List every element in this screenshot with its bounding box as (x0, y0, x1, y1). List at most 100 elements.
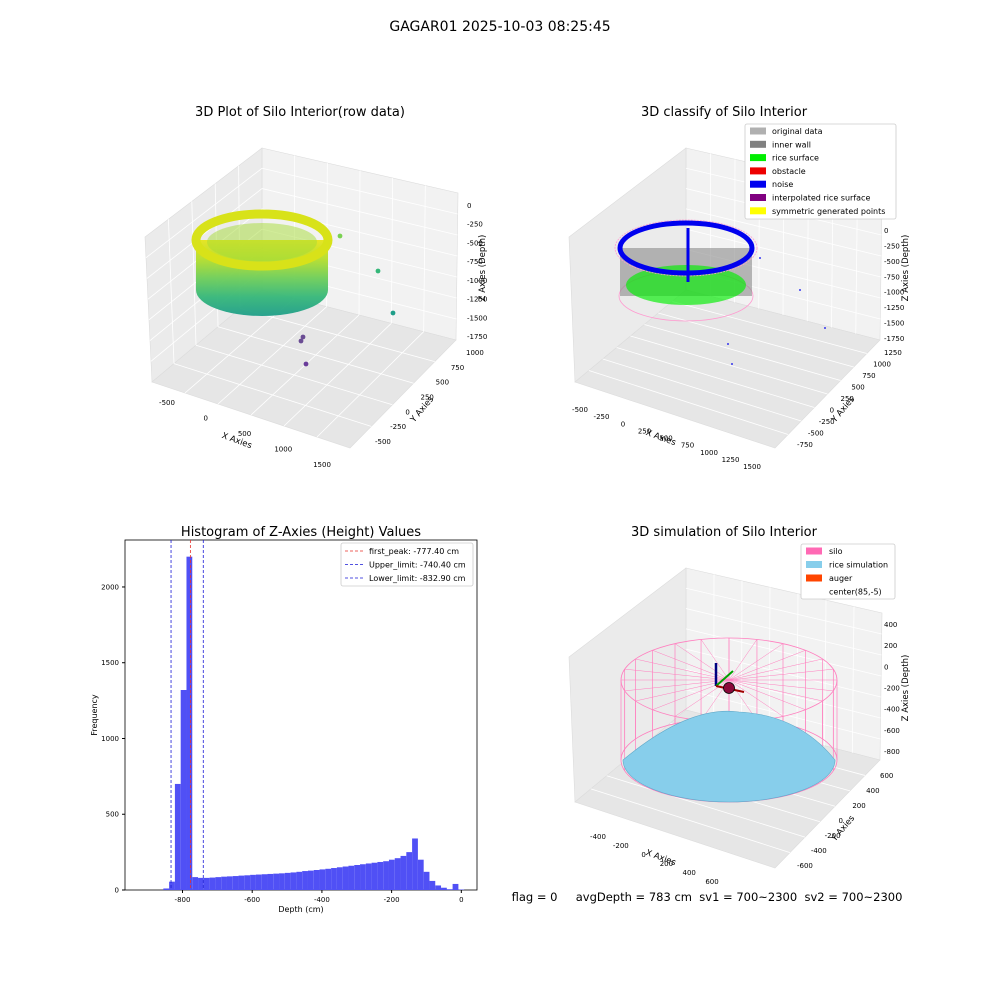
z-tick-label: -1250 (467, 296, 487, 304)
grid-line (644, 324, 841, 381)
legend-label: rice simulation (829, 561, 888, 570)
z-tick-label: -500 (884, 258, 900, 266)
grid-line (685, 587, 882, 635)
grid-line (824, 600, 827, 746)
histogram-bar (221, 876, 227, 890)
y-tick-label: 200 (852, 802, 865, 810)
histogram-bar (215, 877, 222, 890)
grid-line (146, 188, 263, 279)
silo-roof-spoke (728, 679, 834, 692)
y-tick-label: 0 (115, 887, 119, 895)
grid-line (602, 358, 802, 422)
histogram-bar (435, 885, 442, 890)
silo-roof-spoke (674, 643, 730, 681)
y-tick-label: 0 (405, 408, 409, 416)
panel-classify-3d: 3D classify of Silo Interior -500 -250 0 250… (568, 105, 911, 471)
rice-simulation-surface (622, 710, 836, 803)
z-tick-label: -250 (467, 221, 483, 229)
y-tick-label: 600 (880, 772, 893, 780)
y-tick-label: -500 (375, 438, 391, 446)
histogram-bar (186, 556, 193, 890)
y-tick-label: 0 (830, 407, 834, 415)
silo-roof-spoke (635, 658, 730, 681)
legend-label: auger (829, 574, 853, 583)
grid-line (588, 370, 789, 435)
z-tick-label: -500 (467, 239, 483, 247)
histogram-bar (417, 859, 424, 890)
x-tick-label: -800 (175, 896, 191, 904)
z-tick-label: 200 (884, 642, 897, 650)
x-tick-label: 0 (459, 896, 463, 904)
histogram-bar (250, 874, 256, 890)
histogram-bar (452, 883, 459, 890)
legend-swatch (750, 180, 766, 188)
z-tick-label: -250 (884, 242, 900, 250)
histogram-bar (423, 871, 430, 890)
histogram-bar (388, 859, 395, 890)
y-tick-label: 750 (451, 364, 464, 372)
axis-glyph-y (715, 670, 734, 687)
z-tick-label: -1500 (467, 314, 487, 322)
grid-line (168, 219, 175, 364)
y-tick-label: 250 (841, 395, 854, 403)
histogram-bar (441, 887, 447, 890)
grid-line (685, 628, 882, 677)
histogram-bar (169, 881, 175, 890)
z-tick-label: -1750 (467, 333, 487, 341)
y-tick-label: -500 (808, 430, 824, 438)
y-tick-label: 500 (106, 811, 119, 819)
x-tick-label: -600 (244, 896, 260, 904)
grid-line (741, 580, 743, 725)
histogram-bar (284, 872, 291, 890)
histogram-bar (348, 865, 355, 890)
panel-histogram: Histogram of Z-Axies (Height) Values -800… (90, 525, 478, 914)
z-tick-label: -1250 (884, 304, 904, 312)
histogram-bar (412, 838, 418, 890)
legend-label: noise (772, 180, 793, 189)
histogram-bar (261, 874, 268, 890)
z-tick-label: -750 (884, 273, 900, 281)
x-tick-label: 0 (204, 415, 208, 423)
legend: first_peak: -777.40 cm Upper_limit: -740.… (340, 542, 474, 587)
legend-swatch (806, 588, 822, 595)
legend-label: rice surface (772, 154, 819, 163)
histogram-bar (400, 855, 407, 890)
legend-label: center(85,-5) (829, 588, 882, 597)
histogram-bar (342, 866, 349, 890)
histogram-bar (232, 876, 239, 890)
x-axis-label: X Axies (644, 428, 677, 448)
noise-point (824, 327, 826, 329)
histogram-bar (255, 874, 262, 890)
y-tick-label: 500 (436, 379, 449, 387)
x-tick-label: 1500 (313, 461, 331, 469)
histogram-bar (383, 861, 389, 890)
grid-line (390, 177, 394, 324)
legend-label: inner wall (772, 140, 811, 149)
histogram-bar (371, 862, 378, 890)
legend-swatch (750, 154, 766, 162)
grid-line (685, 608, 882, 656)
x-tick-label: -400 (314, 896, 330, 904)
silo-roof-spoke (635, 679, 730, 702)
z-axis-label: Z Axies (Depth) (901, 655, 911, 722)
histogram-bar (238, 875, 245, 890)
histogram-bar (279, 873, 285, 890)
legend-label: interpolated rice surface (772, 194, 870, 203)
histogram-bar (192, 877, 199, 890)
grid-line (616, 347, 815, 408)
grid-line (796, 593, 799, 739)
legend-label: original data (772, 127, 823, 136)
z-tick-label: 0 (467, 202, 471, 210)
y-tick-label: 1000 (873, 361, 891, 369)
grid-line (851, 606, 855, 753)
x-tick-label: 1000 (700, 449, 718, 457)
z-tick-label: 0 (884, 227, 888, 235)
status-text: flag = 0 avgDepth = 783 cm sv1 = 700~230… (512, 890, 903, 904)
histogram-bar (163, 888, 170, 890)
grid-line (316, 331, 424, 438)
legend-frame (800, 543, 896, 600)
grid-line (685, 648, 881, 698)
x-tick-label: 200 (660, 860, 673, 868)
z-axis-label: Z Axies (Depth) (478, 235, 488, 302)
